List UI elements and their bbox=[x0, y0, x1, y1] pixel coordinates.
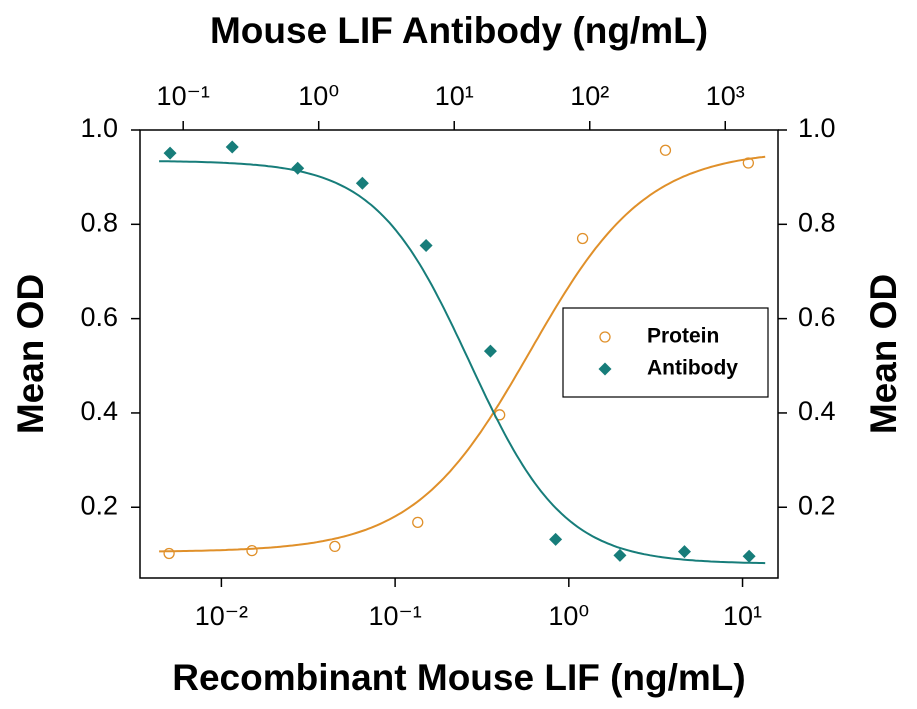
legend-label: Protein bbox=[647, 325, 719, 348]
legend-box bbox=[562, 307, 769, 398]
data-point bbox=[659, 144, 672, 156]
chart-title: Mouse LIF Antibody (ng/mL) bbox=[210, 10, 708, 51]
y-axis-label: Mean OD bbox=[10, 274, 51, 434]
data-point bbox=[355, 176, 369, 190]
data-point bbox=[163, 547, 175, 560]
data-point bbox=[576, 232, 589, 245]
data-point bbox=[419, 239, 433, 253]
y2-tick-label: 0.6 bbox=[798, 302, 836, 332]
x-tick-label: 10⁻² bbox=[195, 601, 248, 631]
data-point bbox=[613, 548, 627, 562]
x-axis-label: Recombinant Mouse LIF (ng/mL) bbox=[172, 657, 745, 698]
plot-frame bbox=[139, 129, 779, 579]
data-point bbox=[412, 516, 424, 529]
fit-curve bbox=[159, 160, 766, 565]
y-tick-label: 0.4 bbox=[80, 396, 118, 426]
y2-tick-label: 0.4 bbox=[798, 396, 836, 426]
fit-curve bbox=[159, 155, 766, 553]
x2-tick-label: 10³ bbox=[706, 81, 745, 111]
data-point bbox=[163, 146, 177, 160]
data-point bbox=[329, 540, 341, 553]
data-point bbox=[291, 161, 305, 175]
x2-tick-label: 10⁻¹ bbox=[157, 81, 210, 111]
x-tick-label: 10⁻¹ bbox=[368, 601, 421, 631]
legend-marker bbox=[599, 331, 611, 343]
data-point bbox=[549, 532, 563, 546]
x-tick-label: 10¹ bbox=[723, 601, 762, 631]
x2-tick-label: 10¹ bbox=[435, 81, 474, 111]
y-tick-label: 0.6 bbox=[80, 302, 118, 332]
y-tick-label: 0.8 bbox=[80, 207, 118, 237]
data-point bbox=[742, 157, 754, 169]
data-point bbox=[225, 140, 239, 154]
x2-tick-label: 10² bbox=[570, 81, 609, 111]
data-point bbox=[246, 544, 258, 557]
y2-axis-label: Mean OD bbox=[863, 274, 904, 434]
data-point bbox=[483, 344, 497, 358]
y-tick-label: 0.2 bbox=[80, 490, 118, 520]
y2-tick-label: 0.2 bbox=[798, 490, 836, 520]
x2-tick-label: 10⁰ bbox=[298, 81, 339, 111]
data-point bbox=[677, 545, 691, 559]
x-tick-label: 10⁰ bbox=[548, 601, 589, 631]
y2-tick-label: 0.8 bbox=[798, 207, 836, 237]
legend-label: Antibody bbox=[647, 357, 738, 380]
y2-tick-label: 1.0 bbox=[798, 113, 836, 143]
legend-marker bbox=[598, 362, 612, 376]
y-tick-label: 1.0 bbox=[80, 113, 118, 143]
data-point bbox=[742, 549, 756, 563]
